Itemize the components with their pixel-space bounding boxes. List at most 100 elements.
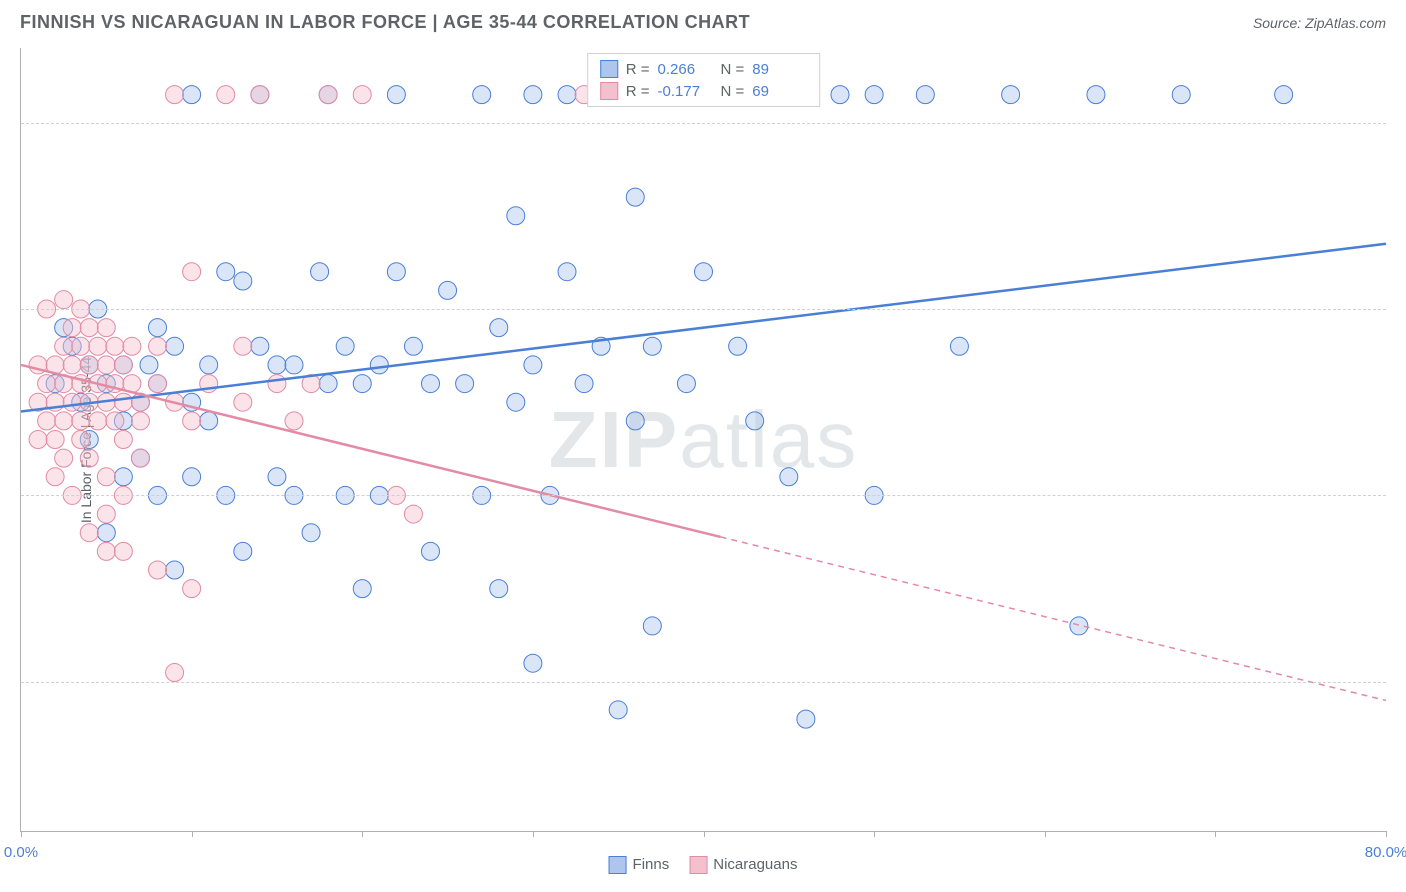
data-point [370,356,388,374]
trend-line [21,365,721,537]
data-point [524,356,542,374]
legend-item: Nicaraguans [689,856,797,874]
plot-svg [21,48,1386,831]
data-point [473,86,491,104]
data-point [97,319,115,337]
data-point [1002,86,1020,104]
data-point [422,542,440,560]
data-point [643,337,661,355]
data-point [319,86,337,104]
gridline [21,309,1386,310]
data-point [200,412,218,430]
data-point [1172,86,1190,104]
data-point [140,356,158,374]
data-point [55,449,73,467]
data-point [268,356,286,374]
legend-item: Finns [609,856,670,874]
data-point [268,468,286,486]
data-point [46,468,64,486]
data-point [524,86,542,104]
data-point [251,337,269,355]
data-point [114,431,132,449]
data-point [234,393,252,411]
x-tick-label: 80.0% [1365,844,1406,861]
gridline [21,682,1386,683]
data-point [234,542,252,560]
trend-line-dashed [721,537,1386,701]
data-point [80,319,98,337]
data-point [63,319,81,337]
data-point [114,542,132,560]
data-point [149,375,167,393]
data-point [29,431,47,449]
data-point [524,654,542,672]
data-point [131,412,149,430]
data-point [97,505,115,523]
data-point [72,412,90,430]
data-point [114,468,132,486]
n-value: 69 [752,83,807,100]
correlation-row: R =0.266N =89 [600,58,808,80]
data-point [626,188,644,206]
data-point [353,375,371,393]
chart-title: FINNISH VS NICARAGUAN IN LABOR FORCE | A… [20,12,750,33]
data-point [72,431,90,449]
data-point [38,375,56,393]
gridline [21,123,1386,124]
data-point [677,375,695,393]
data-point [55,412,73,430]
data-point [865,86,883,104]
data-point [114,356,132,374]
data-point [217,263,235,281]
data-point [80,449,98,467]
data-point [166,664,184,682]
data-point [643,617,661,635]
n-value: 89 [752,61,807,78]
data-point [336,337,354,355]
correlation-row: R =-0.177N =69 [600,80,808,102]
x-tick-label: 0.0% [4,844,38,861]
data-point [149,337,167,355]
data-point [558,86,576,104]
n-label: N = [721,83,745,100]
x-tick [362,831,363,837]
data-point [97,356,115,374]
data-point [72,337,90,355]
data-point [746,412,764,430]
data-point [89,337,107,355]
legend-label: Nicaraguans [713,856,797,873]
x-tick [874,831,875,837]
x-tick [704,831,705,837]
legend-label: Finns [633,856,670,873]
data-point [575,375,593,393]
legend-swatch [600,82,618,100]
data-point [311,263,329,281]
data-point [404,337,422,355]
data-point [1087,86,1105,104]
chart-source: Source: ZipAtlas.com [1253,15,1386,31]
n-label: N = [721,61,745,78]
data-point [183,263,201,281]
r-label: R = [626,61,650,78]
data-point [80,524,98,542]
data-point [251,86,269,104]
data-point [626,412,644,430]
correlation-legend: R =0.266N =89R =-0.177N =69 [587,53,821,107]
series-legend: Finns Nicaraguans [609,856,798,874]
data-point [268,375,286,393]
x-tick [1386,831,1387,837]
data-point [558,263,576,281]
x-tick [1215,831,1216,837]
data-point [234,272,252,290]
data-point [353,86,371,104]
data-point [183,412,201,430]
data-point [507,207,525,225]
data-point [1275,86,1293,104]
data-point [38,412,56,430]
data-point [123,337,141,355]
data-point [183,86,201,104]
data-point [97,468,115,486]
x-tick [533,831,534,837]
chart-header: FINNISH VS NICARAGUAN IN LABOR FORCE | A… [0,0,1406,41]
data-point [217,86,235,104]
